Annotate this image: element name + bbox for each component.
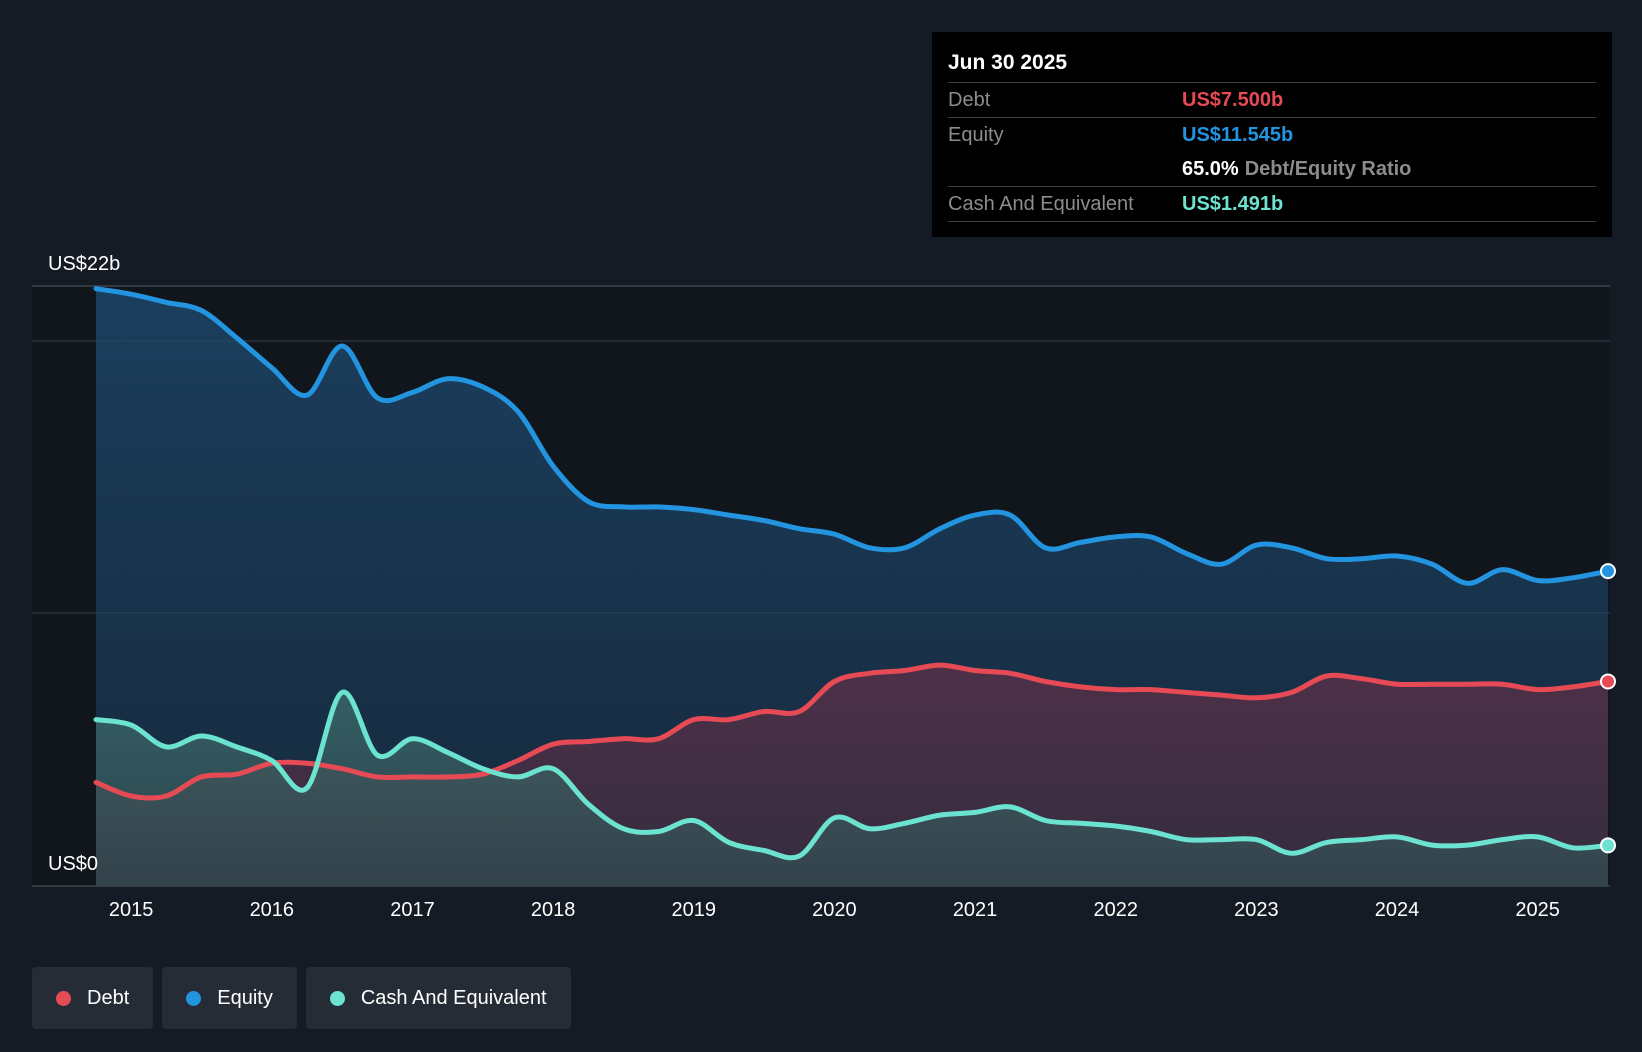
legend-item-equity[interactable]: Equity: [162, 967, 297, 1029]
tooltip-cash-label: Cash And Equivalent: [948, 193, 1134, 215]
x-tick-label: 2022: [1093, 899, 1138, 921]
cash-area: [96, 692, 1608, 886]
tooltip-equity-label: Equity: [948, 124, 1004, 146]
debt-line: [93, 662, 1611, 801]
legend-debt-label: Debt: [87, 986, 130, 1009]
x-tick-label: 2015: [109, 899, 154, 921]
x-tick-label: 2020: [812, 899, 857, 921]
tooltip-panel: Jun 30 2025 Debt US$7.500b Equity US$11.…: [932, 32, 1612, 237]
cash-dot-icon: [329, 990, 345, 1006]
equity-end-marker[interactable]: [1600, 563, 1616, 580]
x-tick-label: 2023: [1234, 899, 1279, 921]
x-tick-label: 2018: [531, 899, 576, 921]
y-axis-bottom-label: US$0: [48, 853, 98, 875]
x-tick-label: 2017: [390, 899, 435, 921]
tooltip-date: Jun 30 2025: [948, 46, 1596, 83]
tooltip-cash-row: Cash And Equivalent US$1.491b: [948, 187, 1596, 222]
tooltip-equity-row: Equity US$11.545b: [948, 118, 1596, 152]
legend-item-debt[interactable]: Debt: [32, 967, 154, 1029]
tooltip-ratio-label: Debt/Equity Ratio: [1244, 158, 1412, 180]
tooltip-ratio-row: 65.0% Debt/Equity Ratio: [948, 152, 1596, 187]
tooltip-debt-label: Debt: [948, 89, 991, 111]
x-tick-label: 2016: [250, 899, 295, 921]
x-tick-label: 2024: [1375, 899, 1420, 921]
chart-legend: Debt Equity Cash And Equivalent: [32, 967, 571, 1029]
x-axis-ticks: 2015 2016 2017 2018 2019 2020 2021 2022 2023 2024…: [109, 899, 1560, 921]
tooltip-ratio-value: 65.0%: [1182, 158, 1239, 180]
cash-end-marker[interactable]: [1600, 837, 1616, 854]
x-tick-label: 2019: [672, 899, 717, 921]
tooltip-equity-value: US$11.545b: [1182, 124, 1294, 146]
y-axis-top-label: US$22b: [48, 253, 120, 275]
legend-equity-label: Equity: [217, 986, 273, 1009]
equity-dot-icon: [186, 990, 202, 1006]
legend-item-cash[interactable]: Cash And Equivalent: [305, 967, 571, 1029]
tooltip-cash-value: US$1.491b: [1182, 193, 1284, 215]
x-tick-label: 2025: [1515, 899, 1560, 921]
equity-line: [93, 286, 1611, 586]
debt-end-marker[interactable]: [1600, 673, 1616, 690]
cash-line: [93, 689, 1611, 861]
tooltip-debt-row: Debt US$7.500b: [948, 83, 1596, 118]
x-tick-label: 2021: [953, 899, 998, 921]
legend-cash-label: Cash And Equivalent: [360, 986, 547, 1009]
debt-dot-icon: [56, 990, 71, 1006]
tooltip-debt-value: US$7.500b: [1182, 89, 1284, 111]
